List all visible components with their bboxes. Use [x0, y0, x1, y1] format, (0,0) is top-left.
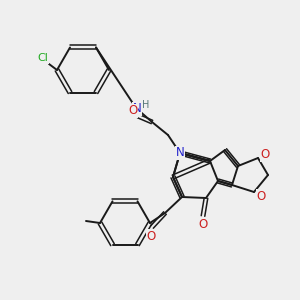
- Text: O: O: [256, 190, 266, 202]
- Text: Cl: Cl: [38, 53, 48, 63]
- Text: H: H: [142, 100, 150, 110]
- Text: O: O: [198, 218, 208, 232]
- Text: O: O: [260, 148, 270, 161]
- Text: O: O: [128, 104, 138, 118]
- Text: O: O: [146, 230, 156, 242]
- Text: N: N: [133, 103, 141, 116]
- Text: N: N: [176, 146, 184, 160]
